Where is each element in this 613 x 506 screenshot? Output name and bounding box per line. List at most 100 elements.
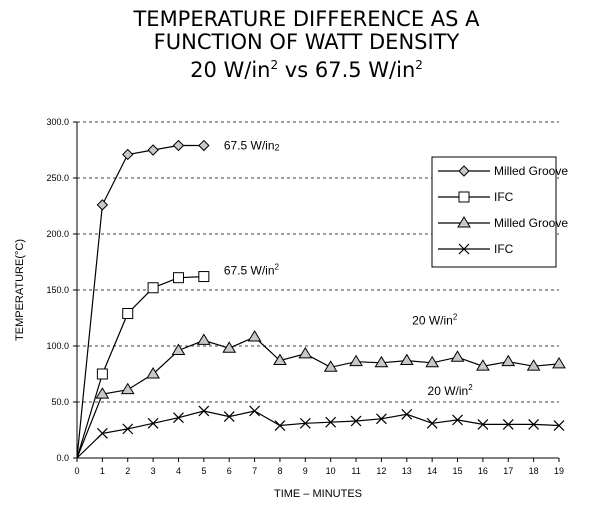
series-4-point xyxy=(477,418,489,430)
series-1-point xyxy=(122,148,134,161)
legend-marker xyxy=(458,191,470,203)
x-tick-label: 14 xyxy=(427,466,437,476)
series-1-point xyxy=(198,139,210,152)
series-4-point xyxy=(299,417,311,429)
series-1-point xyxy=(172,139,185,152)
series-3-point xyxy=(196,333,211,345)
annotation-label: 20 W/in2 xyxy=(428,383,474,398)
series-3-point xyxy=(450,350,465,362)
y-tick-label: 100.0 xyxy=(46,341,69,351)
series-1-point xyxy=(147,144,159,156)
x-tick-label: 10 xyxy=(326,466,336,476)
x-tick-label: 16 xyxy=(478,466,488,476)
x-tick-label: 12 xyxy=(376,466,386,476)
series-3-point xyxy=(323,360,338,372)
x-tick-label: 5 xyxy=(201,466,206,476)
y-axis-label: TEMPERATURE(°C) xyxy=(14,239,26,341)
series-4-point xyxy=(223,411,235,422)
series-4-point xyxy=(249,405,261,417)
x-tick-label: 7 xyxy=(252,466,257,476)
legend-label: IFC xyxy=(494,190,514,204)
series-3-point xyxy=(349,354,363,367)
title-line-3-sup-b: 2 xyxy=(415,58,423,72)
annotation-superscript: 2 xyxy=(275,143,280,153)
series-4-point xyxy=(173,412,184,424)
series-3-point xyxy=(374,355,389,368)
series-4-point xyxy=(147,417,159,429)
series-line-2 xyxy=(76,276,204,459)
series-4-point xyxy=(401,408,413,420)
title-line-3-part-b: vs 67.5 W/in xyxy=(278,58,416,82)
y-tick-label: 250.0 xyxy=(46,173,69,183)
series-3-point xyxy=(552,356,566,369)
series-line-4 xyxy=(76,410,560,459)
series-4-point xyxy=(274,420,286,431)
legend-label: Milled Groove xyxy=(494,216,568,230)
x-tick-label: 4 xyxy=(176,466,181,476)
legend-marker xyxy=(458,243,470,255)
x-tick-label: 1 xyxy=(100,466,105,476)
series-3-point xyxy=(425,355,440,368)
title-line-2: FUNCTION OF WATT DENSITY xyxy=(153,30,460,54)
series-3-point xyxy=(222,341,237,353)
legend-label: Milled Groove xyxy=(494,164,568,178)
series-3-point xyxy=(273,353,287,366)
series-2-point xyxy=(122,308,134,320)
x-axis-label: TIME – MINUTES xyxy=(274,488,362,500)
y-tick-label: 50.0 xyxy=(51,397,69,407)
series-3-point xyxy=(146,367,160,379)
series-2-point xyxy=(147,282,159,294)
title-line-3-part-a: 20 W/in xyxy=(190,58,271,82)
series-3-point xyxy=(95,387,110,399)
title-line-3: 20 W/in2 vs 67.5 W/in2 xyxy=(0,54,613,82)
y-tick-label: 300.0 xyxy=(46,117,69,127)
annotation-label: 67.5 W/in2 xyxy=(224,139,280,153)
legend-label: IFC xyxy=(494,242,514,256)
series-2-point xyxy=(172,272,184,284)
series-3-point xyxy=(501,354,516,367)
x-tick-label: 15 xyxy=(453,466,463,476)
series-4-point xyxy=(553,420,565,431)
title-line-3-sup-a: 2 xyxy=(270,58,279,72)
annotation-superscript: 2 xyxy=(468,383,473,392)
series-3-point xyxy=(247,330,262,342)
annotation-superscript: 2 xyxy=(453,312,458,321)
series-3-point xyxy=(399,353,414,366)
x-tick-label: 19 xyxy=(554,466,564,476)
x-tick-label: 9 xyxy=(303,466,308,476)
x-tick-label: 13 xyxy=(402,466,412,476)
y-tick-label: 150.0 xyxy=(46,285,69,295)
series-4-point xyxy=(426,417,438,429)
title-line-1: TEMPERATURE DIFFERENCE AS A xyxy=(133,7,480,31)
series-2-point xyxy=(96,368,108,380)
x-tick-label: 17 xyxy=(503,466,513,476)
series-3-point xyxy=(298,346,313,359)
series-4-point xyxy=(198,405,210,417)
x-tick-label: 6 xyxy=(227,466,232,476)
x-tick-label: 2 xyxy=(125,466,130,476)
series-4-point xyxy=(325,416,337,428)
series-4-point xyxy=(502,418,514,430)
y-tick-label: 200.0 xyxy=(46,229,69,239)
series-4-point xyxy=(375,413,387,425)
legend-marker xyxy=(457,216,471,228)
series-1-point xyxy=(96,199,109,211)
annotation-label: 20 W/in2 xyxy=(412,312,458,327)
series-4-point xyxy=(350,415,362,427)
x-tick-label: 11 xyxy=(351,466,360,476)
series-4-point xyxy=(122,423,134,435)
legend-marker xyxy=(458,165,470,177)
series-4-point xyxy=(96,427,108,439)
x-tick-label: 18 xyxy=(529,466,539,476)
series-4-point xyxy=(452,414,463,426)
series-3-point xyxy=(171,343,186,355)
series-3-point xyxy=(476,359,490,371)
y-tick-label: 0.0 xyxy=(56,453,69,463)
series-2-point xyxy=(198,271,210,283)
chart-title: TEMPERATURE DIFFERENCE AS A FUNCTION OF … xyxy=(0,8,613,82)
series-4-point xyxy=(528,418,540,430)
series-3-point xyxy=(526,359,541,371)
x-tick-label: 8 xyxy=(277,466,282,476)
series-3-point xyxy=(120,382,135,395)
